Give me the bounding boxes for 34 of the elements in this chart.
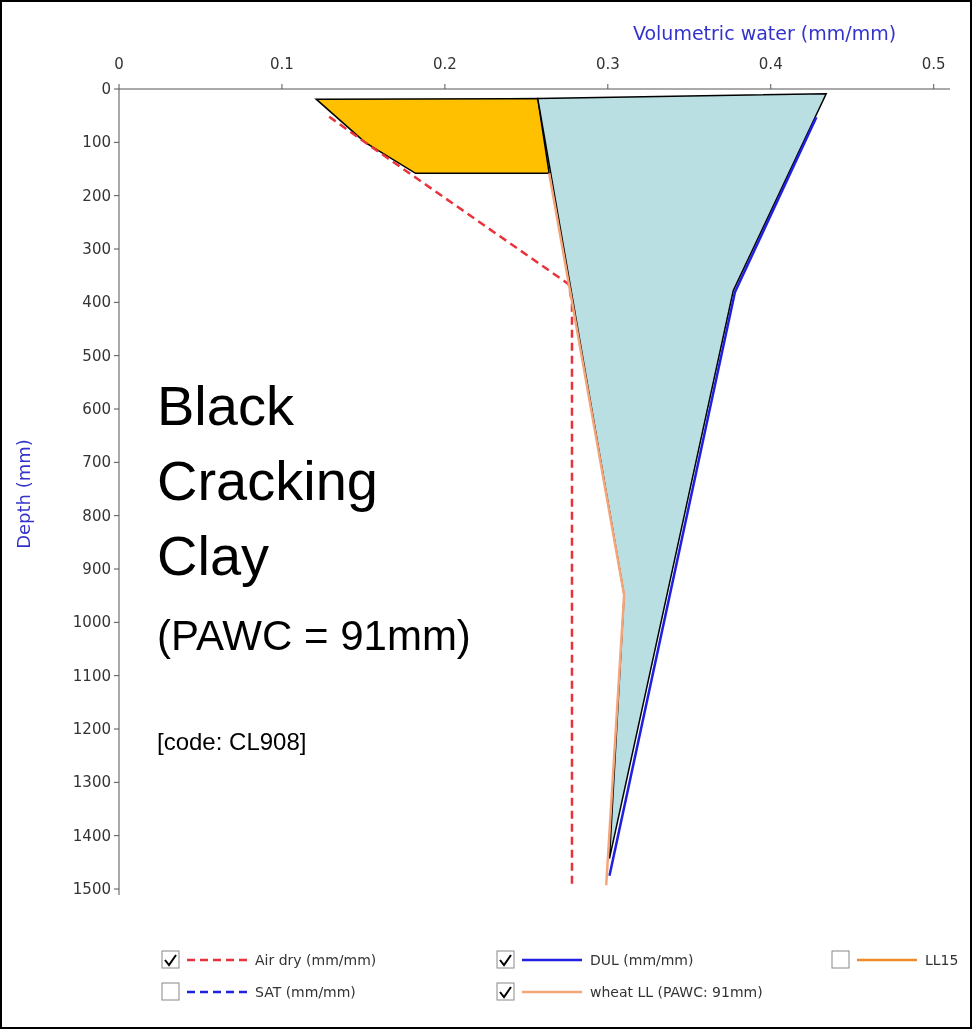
y-tick-label: 700 [82, 453, 111, 472]
y-tick-label: 800 [82, 506, 111, 525]
x-tick-label: 0.1 [270, 55, 294, 73]
y-tick-label: 1500 [72, 880, 111, 898]
x-tick-label: 0.5 [921, 55, 946, 73]
y-tick-label: 600 [82, 400, 111, 418]
y-axis-title: Depth (mm) [13, 439, 34, 549]
legend-label: wheat LL (PAWC: 91mm) [590, 984, 763, 1000]
x-axis-title: Volumetric water (mm/mm) [632, 22, 897, 44]
legend-label: SAT (mm/mm) [255, 984, 356, 1000]
y-tick-label: 1300 [72, 773, 111, 792]
x-tick-label: 0.2 [432, 55, 457, 73]
y-tick-label: 500 [82, 346, 111, 365]
y-tick-label: 1400 [72, 826, 111, 845]
annotation: [code: CL908] [157, 728, 307, 755]
y-tick-label: 1000 [72, 613, 111, 632]
legend-label: LL15 [925, 952, 959, 968]
legend-label: DUL (mm/mm) [590, 952, 694, 968]
y-tick-label: 200 [82, 186, 111, 205]
x-tick-label: 0 [114, 55, 124, 73]
y-tick-label: 900 [82, 560, 111, 578]
annotation: Clay [157, 524, 270, 587]
x-tick-label: 0.4 [758, 55, 783, 73]
y-tick-label: 300 [82, 240, 111, 258]
y-tick-label: 0 [101, 80, 111, 98]
legend-label: Air dry (mm/mm) [255, 952, 377, 968]
y-tick-label: 100 [82, 133, 111, 152]
x-tick-label: 0.3 [595, 55, 620, 73]
y-tick-label: 1100 [72, 666, 111, 685]
annotation: (PAWC = 91mm) [157, 612, 471, 659]
annotation: Cracking [157, 449, 378, 512]
y-tick-label: 400 [82, 293, 111, 312]
y-tick-label: 1200 [72, 720, 111, 738]
annotation: Black [157, 374, 295, 437]
